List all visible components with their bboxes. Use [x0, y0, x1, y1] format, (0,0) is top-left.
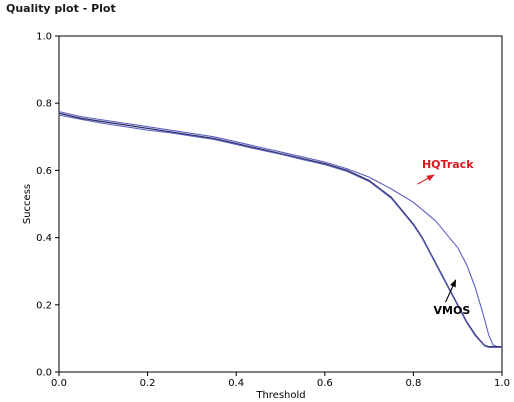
y-tick-label: 1.0 [36, 32, 52, 43]
window-title: Quality plot - Plot [6, 2, 116, 15]
x-tick-label: 0.4 [228, 378, 244, 389]
hqtrack-annotation-label: HQTrack [422, 158, 474, 171]
x-tick-label: 0.8 [405, 378, 421, 389]
y-axis-label: Success [22, 184, 33, 224]
x-tick-label: 1.0 [494, 378, 510, 389]
series-line-2 [58, 112, 502, 348]
plot-axes: 0.0 0.2 0.4 0.6 0.8 1.0 0.0 0.2 0.4 0.6 0.8 1.0 [36, 32, 510, 390]
plot-frame [58, 35, 503, 373]
x-tick-label: 0.6 [317, 378, 333, 389]
series-line-3 [58, 114, 502, 348]
series-layer [58, 111, 502, 348]
y-tick-label: 0.8 [36, 99, 52, 110]
vmos-arrow [445, 279, 457, 303]
annotations-layer: HQTrack VMOS [417, 158, 474, 317]
series-line-1 [58, 111, 502, 348]
x-tick-label: 0.2 [140, 378, 156, 389]
y-tick-label: 0.2 [36, 300, 52, 311]
y-tick-label: 0.0 [36, 368, 52, 379]
hqtrack-arrow [417, 174, 435, 185]
x-tick-label: 0.0 [51, 378, 67, 389]
y-tick-label: 0.6 [36, 166, 52, 177]
x-axis-label: Threshold [255, 390, 305, 401]
vmos-annotation-label: VMOS [434, 304, 471, 317]
y-tick-label: 0.4 [36, 233, 52, 244]
